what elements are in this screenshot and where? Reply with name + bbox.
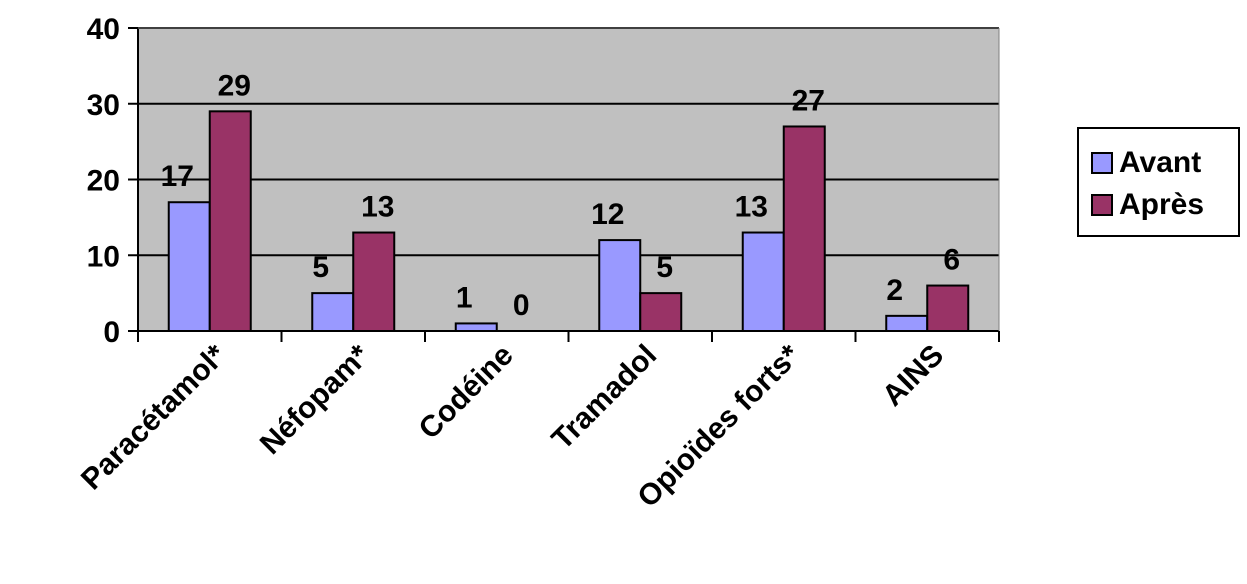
y-tick-label: 20 — [87, 165, 120, 198]
category-label: Néfopam* — [254, 338, 377, 461]
legend-label-avant: Avant — [1119, 146, 1202, 179]
bar-aprs-4 — [782, 125, 826, 332]
bar-aprs-1 — [352, 231, 396, 332]
data-label: 5 — [312, 251, 329, 284]
bar-aprs-5 — [926, 284, 970, 332]
bar-avant-5 — [885, 314, 929, 333]
bars — [167, 110, 970, 333]
bar-avant-1 — [311, 292, 355, 332]
legend: Avant Après — [1077, 127, 1240, 237]
y-tick-label: 10 — [87, 240, 120, 273]
bar-avant-0 — [167, 201, 211, 332]
legend-swatch-avant — [1091, 152, 1113, 174]
data-label: 13 — [361, 191, 394, 224]
bar-avant-2 — [454, 322, 498, 332]
legend-label-apres: Après — [1119, 188, 1205, 221]
data-label: 27 — [792, 84, 825, 117]
bar-avant-4 — [741, 231, 785, 332]
y-tick-labels: 0 10 20 30 40 — [87, 13, 120, 349]
category-label: Tramadol — [546, 339, 664, 457]
category-labels: Paracétamol* Néfopam* Codéine TramadolOpioï… — [75, 338, 950, 514]
data-label: 1 — [456, 281, 473, 314]
category-label: AINS — [876, 339, 950, 413]
data-label: 0 — [513, 289, 530, 322]
data-label: 17 — [161, 160, 194, 193]
category-label: Paracétamol* — [75, 338, 233, 496]
data-label: 13 — [735, 191, 768, 224]
data-label: 12 — [591, 198, 624, 231]
bar-avant-3 — [598, 239, 642, 333]
bar-aprs-3 — [639, 292, 683, 332]
y-tick-label: 30 — [87, 89, 120, 122]
data-label: 2 — [886, 274, 903, 307]
data-label: 6 — [943, 244, 960, 277]
legend-item-avant: Avant — [1091, 145, 1201, 181]
data-label: 29 — [218, 69, 251, 102]
legend-item-apres: Après — [1091, 187, 1204, 223]
bar-aprs-0 — [208, 110, 252, 332]
data-label: 5 — [656, 251, 673, 284]
y-tick-label: 0 — [103, 316, 120, 349]
category-label: Codéine — [413, 339, 520, 446]
legend-swatch-apres — [1091, 194, 1113, 216]
data-labels: 17 29 5 13 1 0 12 5 13 27 2 6 — [161, 69, 961, 322]
axes — [128, 27, 1000, 342]
y-tick-label: 40 — [87, 13, 120, 46]
